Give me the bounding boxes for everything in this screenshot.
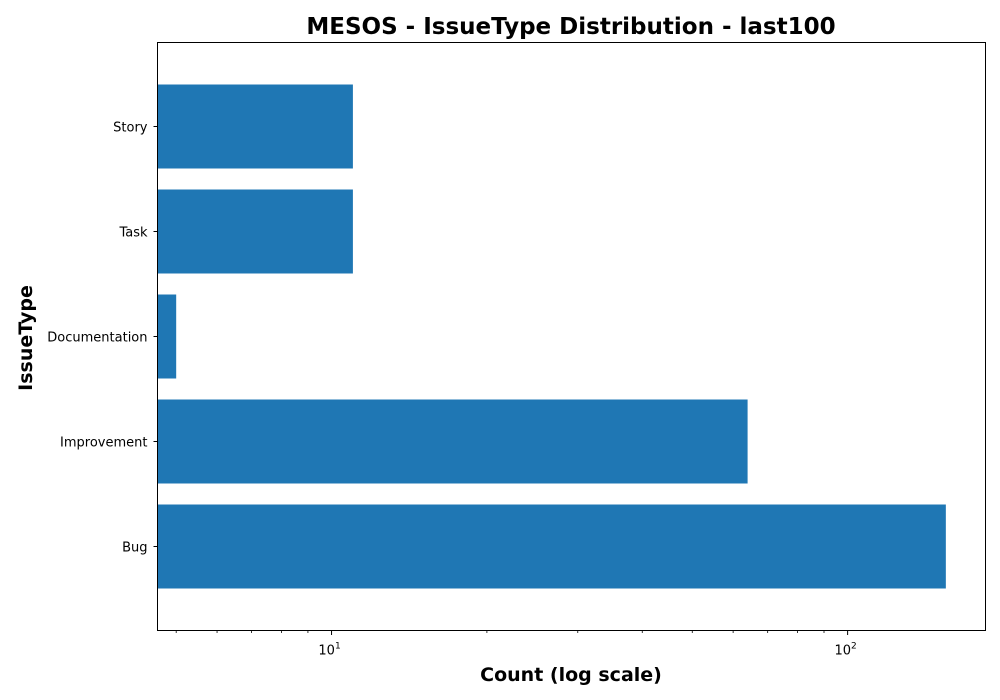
chart-title: MESOS - IssueType Distribution - last100 <box>306 14 835 40</box>
y-tick-label: Improvement <box>60 436 147 451</box>
bar-bug <box>157 504 946 589</box>
y-tick-label: Documentation <box>47 331 147 346</box>
x-axis-label: Count (log scale) <box>480 664 662 686</box>
bar-story <box>157 84 353 169</box>
bars-group <box>157 84 946 589</box>
x-tick-label: 102 <box>834 642 856 659</box>
bar-improvement <box>157 399 748 484</box>
y-tick-label: Task <box>118 226 148 241</box>
y-axis-ticks: Bug Improvement Documentation Task Story <box>47 121 158 556</box>
y-axis-label: IssueType <box>15 285 37 391</box>
y-tick-label: Story <box>113 121 148 136</box>
x-axis-ticks: 101 102 <box>175 630 857 659</box>
bar-documentation <box>157 294 177 379</box>
bar-task <box>157 189 353 274</box>
y-tick-label: Bug <box>122 541 147 556</box>
x-tick-label: 101 <box>318 642 340 659</box>
